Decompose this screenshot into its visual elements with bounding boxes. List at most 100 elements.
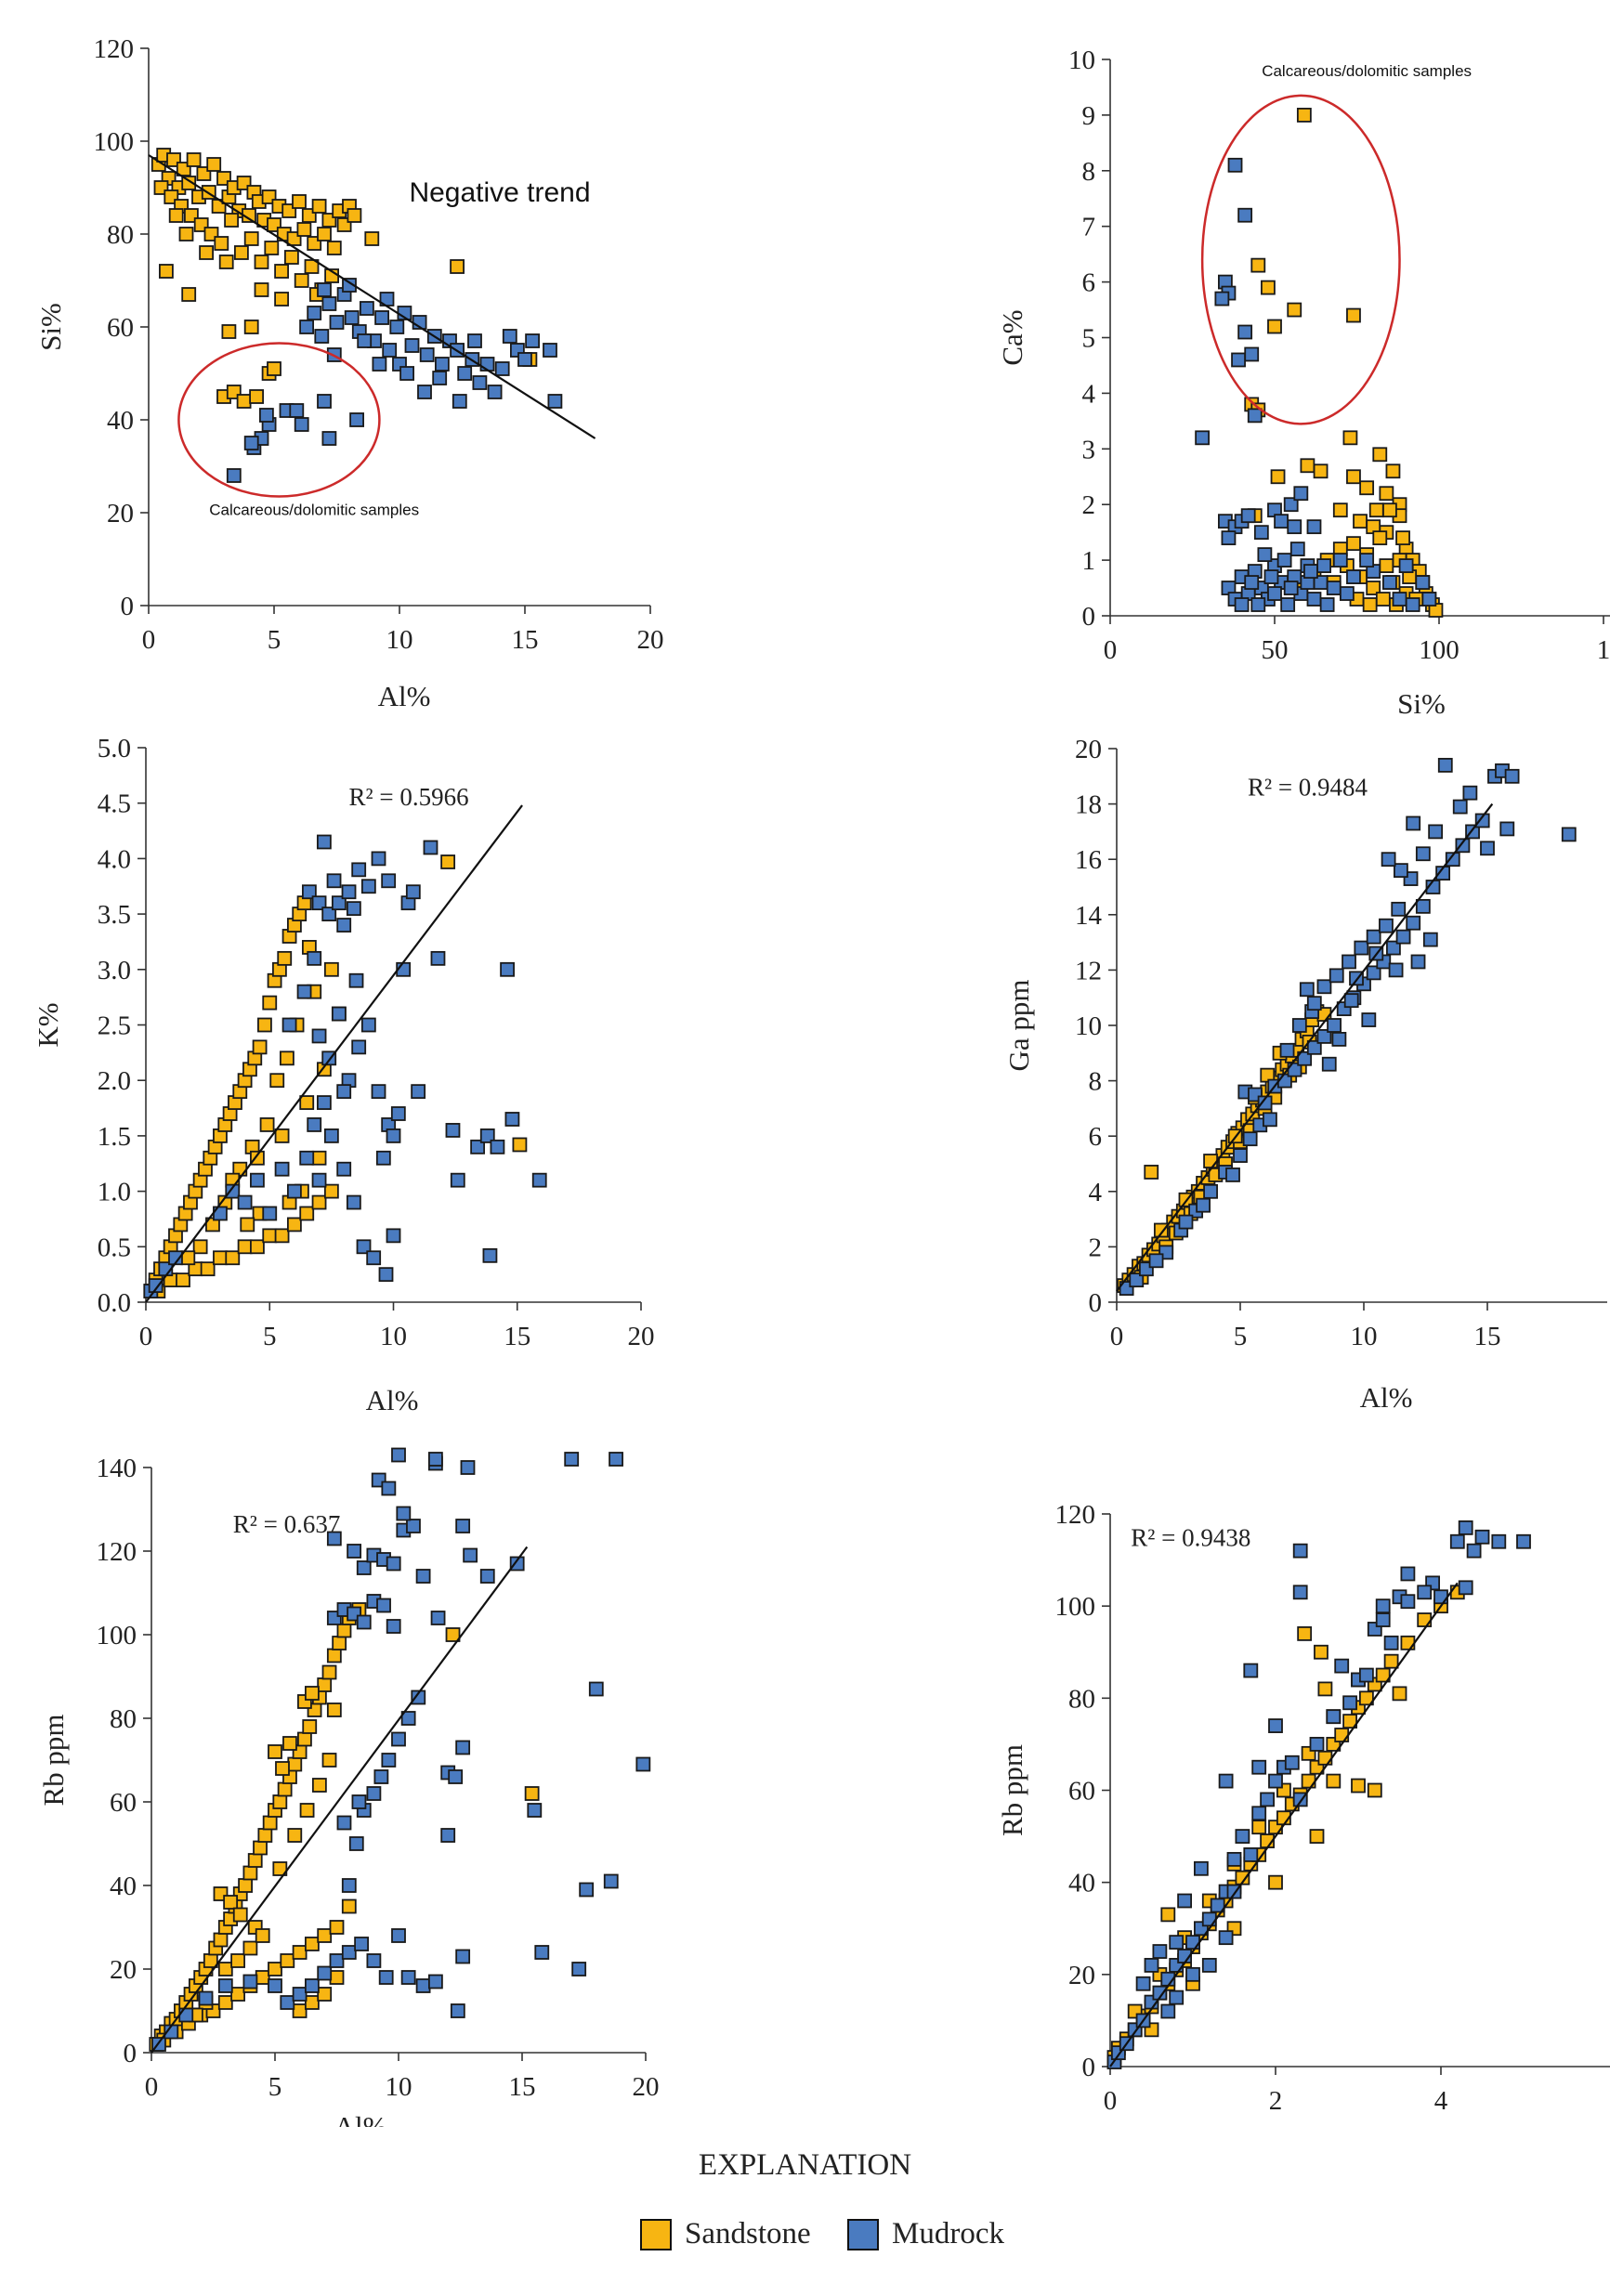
annotation-text: Calcareous/dolomitic samples bbox=[1262, 62, 1472, 80]
mudrock-point bbox=[1499, 821, 1515, 837]
x-axis-label: Si% bbox=[1397, 687, 1446, 720]
mudrock-point bbox=[1257, 547, 1273, 563]
sandstone-point bbox=[213, 1250, 228, 1266]
sandstone-point bbox=[317, 1677, 333, 1692]
y-tick-label: 6 bbox=[1089, 1122, 1103, 1152]
mudrock-point bbox=[1455, 838, 1471, 854]
mudrock-point bbox=[376, 1598, 391, 1613]
mudrock-point bbox=[411, 1689, 426, 1705]
sandstone-point bbox=[1251, 1820, 1267, 1835]
mudrock-point bbox=[1449, 1533, 1465, 1549]
x-tick-label: 15 bbox=[1474, 1322, 1501, 1351]
y-tick-label: 80 bbox=[110, 1704, 137, 1734]
mudrock-point bbox=[1218, 1773, 1234, 1789]
mudrock-point bbox=[1263, 1112, 1277, 1128]
mudrock-point bbox=[225, 1183, 241, 1199]
mudrock-point bbox=[381, 873, 397, 889]
mudrock-point bbox=[455, 1949, 471, 1964]
sandstone-point bbox=[317, 227, 332, 241]
y-tick-label: 120 bbox=[97, 1537, 137, 1567]
mudrock-point bbox=[1218, 1930, 1234, 1946]
y-tick-label: 14 bbox=[1075, 901, 1103, 931]
mudrock-point bbox=[406, 1519, 421, 1533]
mudrock-point bbox=[1280, 597, 1296, 612]
x-tick-label: 5 bbox=[1234, 1322, 1248, 1351]
mudrock-point bbox=[237, 1194, 253, 1210]
sandstone-point bbox=[311, 199, 327, 214]
sandstone-point bbox=[304, 1995, 320, 2010]
mudrock-point bbox=[1283, 497, 1299, 513]
mudrock-point bbox=[1196, 1197, 1211, 1213]
y-tick-label: 3.0 bbox=[98, 956, 131, 985]
mudrock-point bbox=[445, 1123, 461, 1138]
mudrock-point bbox=[281, 1017, 297, 1033]
mudrock-point bbox=[346, 1194, 361, 1210]
mudrock-point bbox=[1415, 575, 1431, 590]
x-tick-label: 20 bbox=[628, 1322, 655, 1351]
x-tick-label: 20 bbox=[633, 2072, 660, 2102]
x-tick-label: 0 bbox=[1104, 2086, 1118, 2116]
sandstone-point bbox=[277, 1781, 293, 1797]
y-tick-label: 4.0 bbox=[98, 844, 131, 874]
mudrock-point bbox=[342, 278, 357, 293]
y-tick-label: 60 bbox=[107, 313, 134, 343]
sandstone-point bbox=[268, 1962, 282, 1976]
mudrock-point bbox=[307, 950, 322, 966]
mudrock-point bbox=[434, 357, 450, 372]
mudrock-point bbox=[1253, 525, 1269, 541]
sandstone-point bbox=[240, 1217, 255, 1233]
mudrock-point bbox=[430, 950, 446, 966]
mudrock-point bbox=[359, 301, 374, 316]
mudrock-point bbox=[1327, 1018, 1342, 1033]
sandstone-point bbox=[1392, 1686, 1407, 1702]
sandstone-point bbox=[274, 1128, 290, 1143]
sandstone-point bbox=[242, 1865, 258, 1881]
sandstone-point bbox=[200, 1261, 216, 1277]
mudrock-point bbox=[467, 333, 482, 348]
sandstone-point bbox=[1326, 1773, 1342, 1789]
mudrock-point bbox=[1388, 962, 1404, 978]
mudrock-point bbox=[1242, 1131, 1258, 1147]
mudrock-point bbox=[1361, 1012, 1377, 1027]
sandstone-point bbox=[257, 1828, 273, 1843]
sandstone-point bbox=[217, 1995, 233, 2010]
plot-panel-3: 0.0 0.5 1.0 1.5 2.0 2.5 3.0 3.5 4.0 4.5 5.0 0 5 10 15 2… bbox=[32, 734, 655, 1416]
sandstone-point bbox=[192, 1239, 208, 1255]
sandstone-point bbox=[268, 1744, 282, 1759]
sandstone-point bbox=[254, 282, 269, 297]
mudrock-point bbox=[1452, 799, 1468, 815]
mudrock-point bbox=[317, 1965, 333, 1981]
sandstone-point bbox=[255, 1928, 270, 1943]
mudrock-point bbox=[1406, 915, 1421, 931]
sandstone-point bbox=[274, 264, 290, 279]
sandstone-point bbox=[262, 1228, 278, 1244]
mudrock-point bbox=[366, 1953, 382, 1968]
sandstone-point bbox=[205, 1217, 220, 1233]
legend-label-mudrock: Mudrock bbox=[892, 2217, 1004, 2250]
mudrock-point bbox=[1226, 1851, 1242, 1867]
sandstone-point bbox=[1359, 1690, 1374, 1706]
mudrock-point bbox=[1379, 918, 1394, 933]
sandstone-point bbox=[336, 1623, 352, 1638]
y-axis-label: Rb ppm bbox=[996, 1744, 1028, 1836]
mudrock-point bbox=[1309, 1737, 1325, 1752]
legend: EXPLANATION Sandstone Mudrock bbox=[0, 2127, 1610, 2296]
sandstone-point bbox=[1287, 302, 1302, 318]
mudrock-point bbox=[1291, 1018, 1307, 1033]
sandstone-point bbox=[311, 1778, 327, 1793]
mudrock-point bbox=[289, 403, 305, 418]
sandstone-point bbox=[1359, 480, 1375, 496]
mudrock-point bbox=[311, 1028, 327, 1044]
mudrock-point bbox=[579, 1882, 595, 1898]
x-tick-label: 10 bbox=[1351, 1322, 1378, 1351]
y-tick-label: 20 bbox=[107, 499, 134, 528]
y-tick-label: 100 bbox=[94, 127, 135, 157]
sandstone-point bbox=[218, 254, 234, 269]
x-tick-label: 4 bbox=[1434, 2086, 1448, 2116]
mudrock-point bbox=[1381, 852, 1396, 868]
mudrock-point bbox=[1491, 1533, 1507, 1549]
sandstone-point bbox=[329, 1920, 345, 1935]
mudrock-point bbox=[440, 1828, 456, 1843]
mudrock-point bbox=[243, 436, 259, 450]
